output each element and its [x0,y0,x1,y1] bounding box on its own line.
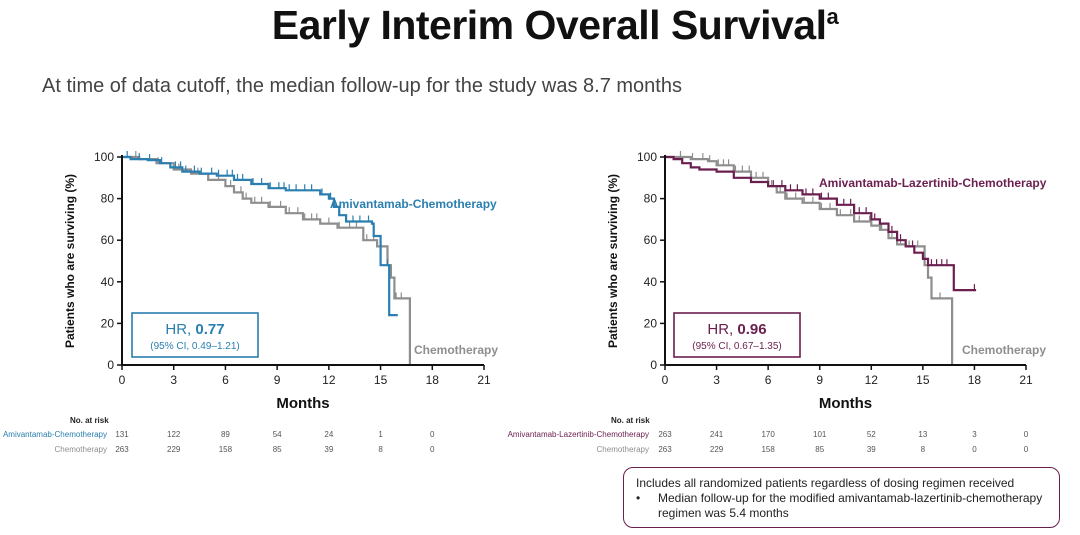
risk-count: 170 [761,430,775,439]
footnote-bullet: • Median follow-up for the modified amiv… [636,491,1047,521]
risk-count: 0 [972,445,977,454]
hr-label: HR, 0.96 [707,321,766,338]
y-tick-label: 100 [637,150,657,164]
y-tick-label: 20 [101,316,115,330]
y-tick-label: 40 [101,275,115,289]
risk-count: 3 [972,430,977,439]
series-label: Chemotherapy [962,343,1046,357]
risk-count: 241 [709,430,724,439]
km-chart-left: 0 20 40 60 80 100 0 3 6 9 12 15 18 21 Months Patients w… [63,150,498,412]
x-tick-label: 12 [865,373,879,387]
risk-count: 158 [218,445,233,454]
hr-value: 0.96 [737,321,766,338]
y-tick-label: 60 [101,233,115,247]
km-curve [122,155,411,365]
page-title-text: Early Interim Overall Survival [271,2,827,48]
x-tick-label: 3 [170,373,177,387]
y-tick-label: 40 [644,275,658,289]
y-tick-label: 0 [650,358,657,372]
risk-count: 263 [658,430,672,439]
risk-count: 0 [430,430,435,439]
risk-count: 39 [866,445,876,454]
risk-count: 24 [324,430,334,439]
risk-count: 122 [167,430,181,439]
risk-count: 0 [430,445,435,454]
series-label: Amivantamab-Chemotherapy [330,197,497,211]
x-axis-title: Months [819,395,872,412]
hr-box [131,312,259,358]
hr-box [673,312,801,358]
risk-count: 13 [918,430,928,439]
risk-count: 85 [815,445,825,454]
risk-row-label: Chemotherapy [596,445,649,454]
y-axis-title: Patients who are surviving (%) [606,174,620,348]
risk-count: 263 [115,445,129,454]
page-title: Early Interim Overall Survivala [0,2,1080,49]
risk-count: 0 [1023,445,1029,454]
x-tick-label: 12 [322,373,336,387]
risk-count: 101 [813,430,827,439]
km-curve [122,155,398,317]
hr-value: 0.77 [195,321,224,338]
risk-count: 8 [920,445,926,454]
x-tick-label: 3 [713,373,720,387]
x-tick-label: 15 [374,373,388,387]
hr-ci: (95% CI, 0.49–1.21) [150,341,240,352]
hr-label-prefix: HR, [707,321,737,338]
risk-count: 85 [272,445,282,454]
y-tick-label: 100 [94,150,114,164]
risk-count: 229 [167,445,181,454]
x-axis-title: Months [276,395,329,412]
title-footnote-marker: a [826,4,839,29]
series-label: Chemotherapy [414,343,498,357]
x-tick-label: 6 [222,373,229,387]
x-tick-label: 18 [968,373,982,387]
risk-row-label: Amivantamab-Chemotherapy [2,430,107,439]
risk-count: 229 [709,445,724,454]
risk-table-header: No. at risk [70,416,109,425]
risk-table-header: No. at risk [611,416,650,425]
x-tick-label: 0 [662,373,669,387]
y-tick-label: 0 [107,358,114,372]
risk-count: 0 [1023,430,1029,439]
x-tick-label: 0 [119,373,126,387]
y-axis-title: Patients who are surviving (%) [63,174,77,348]
risk-count: 52 [866,430,876,439]
risk-count: 54 [272,430,282,439]
footnote-box: Includes all randomized patients regardl… [623,467,1060,528]
footnote-bullet-text: Median follow-up for the modified amivan… [658,491,1043,520]
x-tick-label: 21 [477,373,491,387]
bullet-icon: • [636,491,641,505]
y-tick-label: 80 [101,192,115,206]
hr-label: HR, 0.77 [165,321,224,338]
risk-row-label: Chemotherapy [54,445,107,454]
series-label: Amivantamab-Lazertinib-Chemotherapy [819,176,1047,190]
risk-count: 158 [761,445,775,454]
risk-count: 8 [378,445,383,454]
hr-label-prefix: HR, [165,321,195,338]
km-curve [665,155,954,365]
y-tick-label: 80 [644,192,658,206]
footnote-line: Includes all randomized patients regardl… [636,476,1015,490]
risk-count: 39 [324,445,334,454]
x-tick-label: 15 [916,373,930,387]
x-tick-label: 21 [1019,373,1033,387]
y-tick-label: 20 [644,316,658,330]
hr-ci: (95% CI, 0.67–1.35) [692,341,782,352]
page-subtitle: At time of data cutoff, the median follo… [42,75,682,97]
risk-count: 1 [378,430,383,439]
x-tick-label: 6 [765,373,772,387]
x-tick-label: 9 [816,373,823,387]
x-tick-label: 18 [426,373,440,387]
risk-count: 263 [658,445,672,454]
y-tick-label: 60 [644,233,658,247]
risk-row-label: Amivantamab-Lazertinib-Chemotherapy [507,430,649,439]
x-tick-label: 9 [274,373,281,387]
risk-count: 131 [115,430,129,439]
km-chart-right: 0 20 40 60 80 100 0 3 6 9 12 15 18 21 Months Patients w… [606,150,1047,412]
risk-count: 89 [220,430,230,439]
